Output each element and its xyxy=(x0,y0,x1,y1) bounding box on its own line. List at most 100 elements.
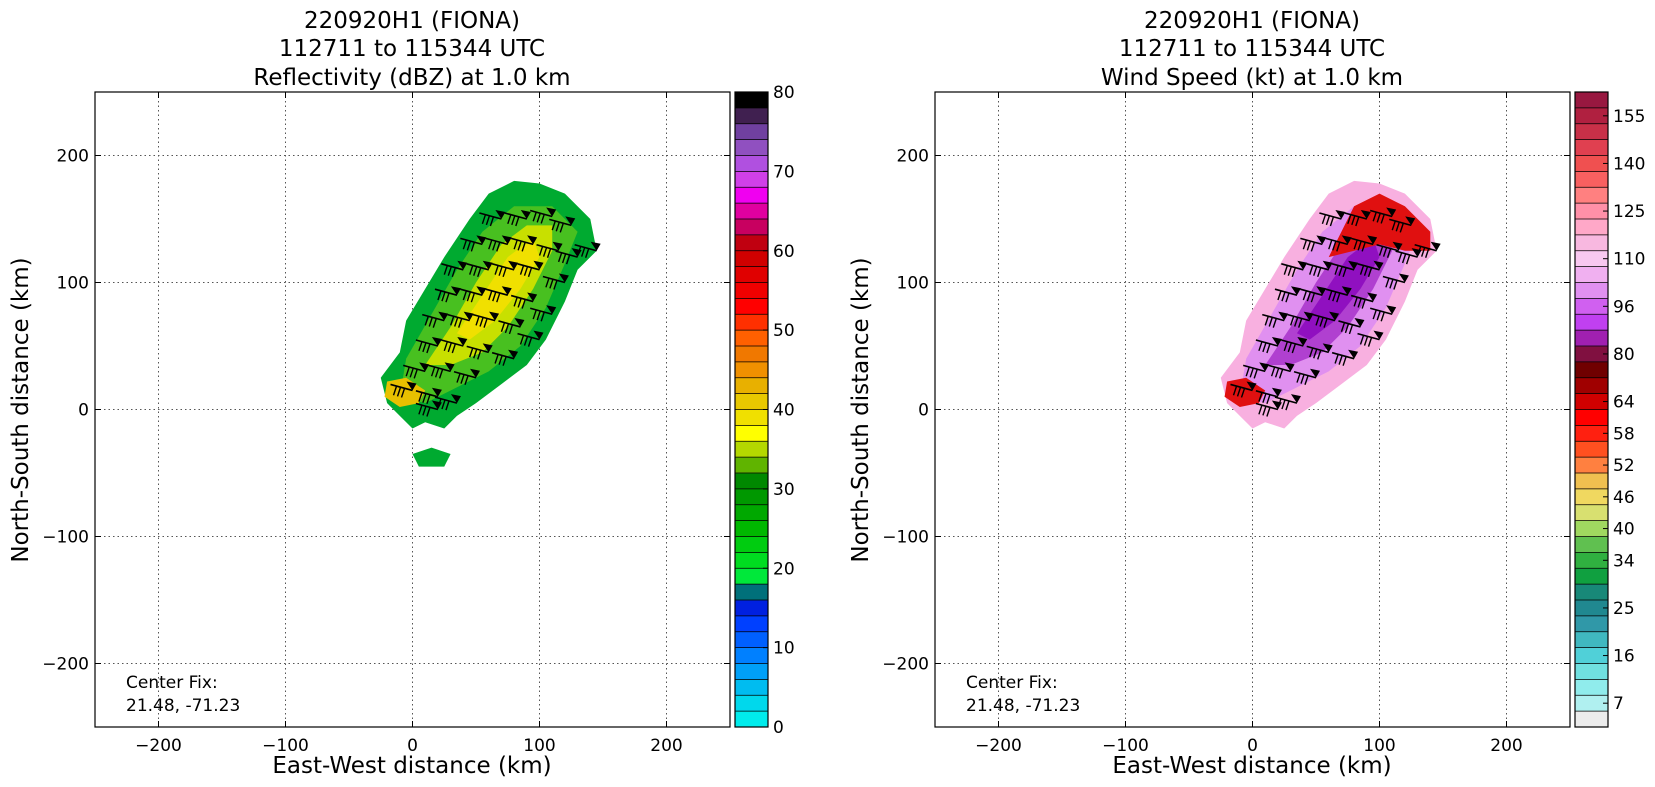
barb-pennant xyxy=(1405,216,1416,226)
barb-feather xyxy=(561,253,567,264)
colorbar-segment xyxy=(735,631,768,648)
barb-feather xyxy=(470,292,476,303)
colorbar-tick-label: 96 xyxy=(1613,297,1635,317)
colorbar-segment xyxy=(1575,219,1608,236)
barb-feather xyxy=(413,369,418,379)
chart-title-line-2: 112711 to 115344 UTC xyxy=(279,36,545,62)
colorbar-segment xyxy=(735,203,768,220)
barb-staff xyxy=(536,243,559,252)
barb-feather xyxy=(464,375,469,385)
y-tick-label: −200 xyxy=(882,655,929,675)
wind-barb xyxy=(441,337,468,354)
barb-feather xyxy=(473,349,478,359)
wind-barb xyxy=(491,260,519,278)
barb-pennant xyxy=(470,368,480,378)
barb-feather xyxy=(553,280,558,290)
barb-feather xyxy=(438,369,444,379)
barb-feather xyxy=(1277,290,1282,301)
barb-pennant xyxy=(1310,368,1320,378)
barb-feather xyxy=(473,266,478,276)
barb-staff xyxy=(1395,250,1418,258)
barb-feather xyxy=(485,215,491,226)
barb-feather xyxy=(1321,214,1327,225)
y-axis-label: North-South distance (km) xyxy=(8,257,34,562)
colorbar-segment xyxy=(1575,330,1608,347)
y-axis-label: North-South distance (km) xyxy=(848,257,874,562)
barb-feather xyxy=(1357,241,1362,251)
barb-feather xyxy=(584,248,590,258)
barb-pennant xyxy=(1284,362,1295,372)
barb-feather xyxy=(502,356,507,366)
colorbar-segment xyxy=(735,314,768,331)
colorbar-segment xyxy=(735,441,768,458)
colorbar-tick-label: 80 xyxy=(773,83,795,103)
barb-feather xyxy=(445,292,450,303)
barb-feather xyxy=(1353,239,1358,250)
barb-feather xyxy=(428,317,433,327)
barb-feather xyxy=(466,291,472,302)
wind-barb xyxy=(485,286,512,303)
barb-pennant xyxy=(431,337,442,346)
barb-feather xyxy=(494,265,499,275)
colorbar-tick-label: 10 xyxy=(773,639,795,659)
barb-pennant xyxy=(1348,260,1359,270)
barb-feather xyxy=(1281,291,1286,302)
colorbar-segment xyxy=(735,647,768,664)
wind-barb xyxy=(1255,387,1282,405)
barb-feather xyxy=(1236,387,1242,397)
wind-barb xyxy=(1300,235,1327,252)
colorbar-segment xyxy=(1575,711,1608,728)
barb-staff xyxy=(466,345,489,354)
barb-feather xyxy=(1304,375,1309,385)
barb-pennant xyxy=(1367,292,1378,302)
barb-feather xyxy=(1262,342,1267,353)
barb-feather xyxy=(549,279,554,289)
barb-feather xyxy=(545,278,550,288)
wind-barb xyxy=(415,400,442,417)
barb-feather xyxy=(540,312,545,322)
wind-barb xyxy=(1293,368,1320,385)
barb-feather xyxy=(1317,267,1322,278)
barb-staff xyxy=(1376,243,1399,252)
x-tick-label: 100 xyxy=(1363,736,1395,756)
colorbar-segment xyxy=(1575,647,1608,664)
barb-staff xyxy=(510,237,534,246)
barb-staff xyxy=(1389,218,1412,227)
barb-feather xyxy=(523,336,529,346)
barb-feather xyxy=(559,223,564,233)
echo-region xyxy=(412,447,451,467)
colorbar-segment xyxy=(1575,282,1608,299)
colorbar-segment xyxy=(735,361,768,379)
chart-title-line-2: 112711 to 115344 UTC xyxy=(1119,36,1385,62)
barb-staff xyxy=(1281,263,1304,271)
wind-barb xyxy=(529,207,557,224)
barb-pennant xyxy=(565,216,576,226)
x-tick-label: 200 xyxy=(1490,736,1522,756)
colorbar-segment xyxy=(1575,504,1608,521)
barb-staff xyxy=(453,370,477,379)
center-fix-label: Center Fix: xyxy=(966,673,1058,693)
barb-feather xyxy=(500,322,506,332)
wind-barb xyxy=(479,210,506,227)
colorbar-tick-label: 34 xyxy=(1613,551,1635,571)
barb-pennant xyxy=(1303,311,1314,321)
x-tick-label: −100 xyxy=(1102,736,1149,756)
barb-staff xyxy=(1255,390,1279,398)
barb-feather xyxy=(498,355,503,365)
barb-feather xyxy=(432,318,437,328)
colorbar-segment xyxy=(1575,361,1608,379)
barb-feather xyxy=(1281,399,1286,410)
wind-barb xyxy=(415,337,442,354)
barb-staff xyxy=(1338,320,1361,328)
barb-feather xyxy=(1328,239,1333,250)
barb-pennant xyxy=(419,362,430,372)
reflectivity-panel: 220920H1 (FIONA) 112711 to 115344 UTC Re… xyxy=(8,8,795,779)
colorbar-tick-label: 40 xyxy=(1613,520,1635,540)
colorbar-segment xyxy=(1575,536,1608,553)
barb-pennant xyxy=(1246,381,1257,391)
colorbar-segment xyxy=(735,488,768,506)
barb-feather xyxy=(1332,291,1337,302)
barb-pennant xyxy=(590,241,601,251)
barb-feather xyxy=(536,213,541,223)
colorbar-segment xyxy=(735,552,768,569)
